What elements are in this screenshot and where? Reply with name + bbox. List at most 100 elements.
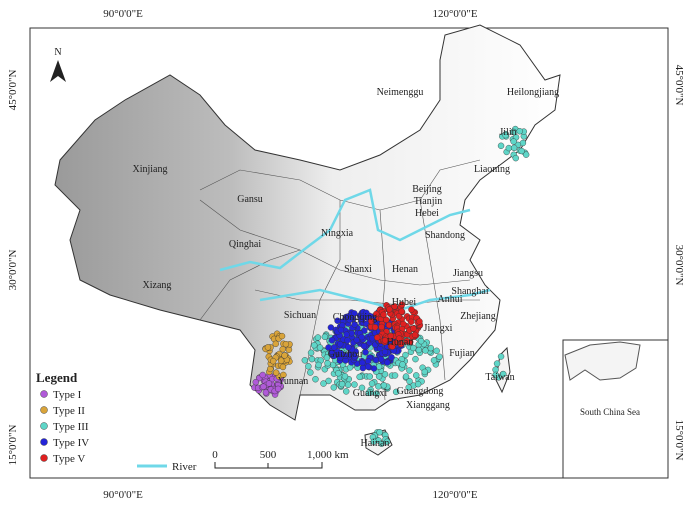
sample-point [366, 373, 374, 380]
sample-point [359, 359, 366, 366]
china-outline [54, 24, 561, 421]
sample-point [330, 384, 338, 391]
sample-point [436, 353, 443, 361]
province-label: Henan [392, 264, 418, 275]
sample-point [308, 355, 316, 363]
sample-point [391, 372, 399, 379]
sample-point [408, 306, 415, 313]
sample-point [427, 344, 435, 352]
province-label: Beijing [412, 184, 441, 195]
graticule-label: 30°0'0"N [673, 245, 685, 286]
points [251, 125, 530, 447]
sample-point [363, 309, 370, 317]
province-label: Guizhou [328, 349, 362, 360]
province-labels: Heilongjiang Jilin Neimenggu Liaoning Xinjia… [133, 87, 560, 449]
north-arrow [50, 60, 66, 82]
sample-point [311, 342, 318, 349]
sample-point [391, 303, 398, 310]
sample-point [285, 346, 293, 353]
sample-point [358, 384, 366, 392]
rivers [219, 188, 491, 312]
legend: Legend Type I Type II Type III Type IV Type … [36, 370, 89, 465]
sample-point [368, 380, 376, 387]
sample-point [493, 360, 501, 367]
sample-point [321, 333, 329, 341]
sample-point [371, 324, 379, 331]
sample-point [377, 356, 385, 363]
graticule-label: 120°0'0"E [432, 489, 477, 501]
sample-point [262, 389, 270, 396]
sample-point [403, 337, 411, 345]
graticule-label: 45°0'0"N [673, 65, 685, 106]
sample-point [395, 313, 403, 320]
province-label: Heilongjiang [507, 87, 559, 98]
sample-point [386, 306, 393, 313]
province-label: Hunan [387, 337, 414, 348]
legend-label: Type III [53, 421, 89, 433]
sample-point [301, 357, 309, 364]
sample-point [378, 440, 385, 447]
sample-point [362, 348, 369, 356]
graticule-label: 90°0'0"E [103, 489, 143, 501]
sample-point [402, 351, 409, 359]
sample-point [406, 367, 413, 374]
sample-point [505, 144, 513, 152]
sample-point [395, 335, 403, 342]
legend-label: Type V [53, 453, 85, 465]
province-label: Hainan [361, 438, 390, 449]
graticule-label: 120°0'0"E [432, 8, 477, 20]
sample-point [344, 381, 352, 389]
province-label: Tianjin [414, 196, 443, 207]
sample-point [512, 154, 519, 162]
sample-point [375, 373, 383, 380]
sample-point [327, 324, 335, 331]
sample-point [380, 311, 387, 318]
north-label: N [54, 47, 61, 58]
province-label: Fujian [449, 348, 475, 359]
sample-point [314, 334, 322, 341]
sample-point [312, 376, 319, 383]
sample-point [384, 438, 391, 445]
province-label: Sichuan [284, 310, 316, 321]
scale-label: 1,000 km [307, 449, 349, 461]
sample-point [410, 325, 417, 332]
sample-point [259, 371, 266, 379]
sample-point [413, 372, 420, 379]
sample-point [414, 380, 422, 388]
province-label: Yunnan [278, 376, 309, 387]
province-label: Shanxi [344, 264, 372, 275]
sample-point [430, 357, 438, 364]
sample-point [277, 357, 285, 364]
province-label: Taiwan [485, 372, 514, 383]
province-label: Shandong [425, 230, 465, 241]
sample-point [274, 385, 282, 393]
province-label: Gansu [237, 194, 263, 205]
graticule-label: 15°0'0"N [673, 420, 685, 461]
sample-point [402, 373, 410, 380]
province-label: Hubei [392, 297, 417, 308]
sample-point [373, 310, 380, 318]
sample-point [416, 318, 423, 325]
graticule-label: 30°0'0"N [7, 250, 19, 291]
sample-point [278, 332, 286, 340]
graticule-label: 45°0'0"N [7, 70, 19, 111]
province-label: Ningxia [321, 228, 354, 239]
sample-point [315, 361, 322, 369]
sample-point [415, 346, 423, 354]
sample-point [422, 347, 429, 354]
sample-point [346, 316, 353, 324]
legend-label: Type I [53, 389, 82, 401]
sample-point [380, 382, 388, 389]
province-label: Xizang [143, 280, 172, 291]
province-label: Xianggang [406, 400, 450, 411]
inset-label: South China Sea [580, 407, 640, 417]
sample-point [307, 349, 315, 356]
sample-point [358, 333, 365, 341]
legend-swatch [40, 406, 48, 414]
sample-point [392, 388, 400, 396]
sample-point [335, 370, 342, 377]
sample-point [264, 344, 272, 351]
province-label: Zhejiang [460, 311, 496, 322]
legend-label: Type II [53, 405, 85, 417]
sample-point [516, 128, 523, 135]
